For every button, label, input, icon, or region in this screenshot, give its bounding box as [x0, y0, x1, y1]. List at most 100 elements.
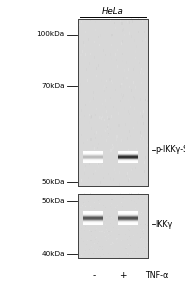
Bar: [110, 177, 111, 180]
Bar: [83, 222, 103, 223]
Bar: [80, 218, 81, 219]
Bar: [132, 154, 133, 156]
Bar: [118, 155, 138, 156]
Bar: [145, 222, 146, 223]
Bar: [124, 227, 125, 229]
Bar: [106, 229, 107, 230]
Bar: [93, 172, 94, 175]
Bar: [145, 201, 146, 202]
Bar: [122, 82, 123, 85]
Bar: [120, 224, 121, 226]
Bar: [134, 227, 135, 228]
Bar: [112, 82, 113, 84]
Bar: [118, 153, 138, 154]
Bar: [97, 147, 98, 149]
Bar: [132, 127, 134, 129]
Bar: [112, 103, 113, 105]
Bar: [102, 164, 103, 167]
Bar: [106, 110, 107, 112]
Bar: [98, 143, 99, 145]
Bar: [81, 228, 82, 229]
Bar: [83, 142, 84, 144]
Bar: [131, 169, 132, 171]
Bar: [89, 225, 90, 226]
Bar: [95, 137, 96, 139]
Bar: [122, 209, 123, 210]
Bar: [108, 125, 109, 127]
Bar: [85, 53, 86, 56]
Bar: [102, 116, 103, 118]
Bar: [118, 222, 138, 223]
Bar: [118, 219, 138, 220]
Bar: [147, 144, 148, 147]
Bar: [98, 211, 99, 212]
Bar: [83, 160, 103, 161]
Bar: [122, 140, 123, 142]
Bar: [138, 247, 139, 248]
Bar: [118, 234, 119, 235]
Bar: [118, 217, 138, 218]
Bar: [92, 173, 93, 175]
Bar: [91, 128, 92, 130]
Bar: [122, 197, 123, 198]
Bar: [92, 253, 93, 254]
Bar: [101, 117, 102, 120]
Bar: [102, 213, 103, 214]
Bar: [85, 158, 86, 160]
Bar: [107, 136, 108, 139]
Bar: [126, 159, 127, 161]
Bar: [89, 249, 90, 250]
Bar: [99, 116, 100, 119]
Bar: [106, 240, 107, 241]
Bar: [135, 57, 136, 59]
Bar: [95, 252, 96, 253]
Bar: [147, 242, 148, 243]
Bar: [107, 231, 108, 232]
Bar: [108, 123, 109, 125]
Bar: [93, 160, 94, 162]
Bar: [138, 60, 139, 63]
Bar: [111, 199, 112, 200]
Bar: [95, 230, 96, 231]
Bar: [87, 240, 88, 241]
Bar: [128, 179, 129, 182]
Bar: [84, 19, 85, 22]
Bar: [111, 80, 112, 82]
Bar: [92, 145, 93, 147]
Bar: [93, 91, 94, 94]
Bar: [89, 210, 90, 211]
Bar: [138, 157, 139, 159]
Bar: [96, 228, 97, 229]
Bar: [81, 194, 82, 195]
Bar: [90, 231, 92, 232]
Bar: [142, 115, 143, 118]
Bar: [128, 229, 129, 230]
Bar: [119, 257, 120, 258]
Bar: [111, 44, 112, 46]
Bar: [120, 100, 121, 102]
Bar: [79, 195, 80, 196]
Bar: [115, 207, 116, 208]
Bar: [80, 83, 81, 86]
Bar: [108, 238, 109, 239]
Bar: [125, 86, 126, 88]
Bar: [83, 211, 103, 212]
Bar: [143, 73, 144, 76]
Bar: [108, 234, 109, 235]
Bar: [147, 213, 148, 214]
Bar: [87, 139, 88, 141]
Bar: [121, 93, 122, 96]
Text: 50kDa: 50kDa: [41, 178, 65, 184]
Bar: [91, 181, 92, 184]
Bar: [111, 34, 112, 37]
Bar: [104, 236, 105, 237]
Bar: [118, 159, 138, 160]
Bar: [118, 162, 138, 163]
Bar: [118, 224, 138, 225]
Bar: [139, 71, 141, 74]
Bar: [78, 42, 79, 44]
Bar: [126, 113, 127, 116]
Bar: [102, 226, 103, 227]
Bar: [104, 219, 105, 220]
Bar: [123, 94, 124, 97]
